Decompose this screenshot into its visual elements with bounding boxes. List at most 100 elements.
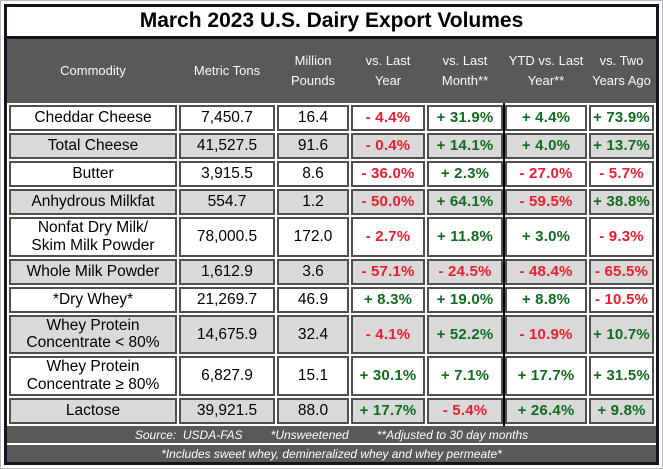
cell-vs-last-month: + 64.1% (427, 189, 503, 215)
table-row: Whey Protein Concentrate < 80% 14,675.9 32… (9, 314, 654, 355)
cell-metric-tons: 1,612.9 (179, 258, 275, 285)
cell-vs-last-year: - 36.0% (351, 161, 425, 187)
footnote-bar-1: Source: USDA-FAS *Unsweetened **Adjusted… (7, 426, 656, 443)
cell-metric-tons: 6,827.9 (179, 356, 275, 396)
cell-vs-last-year: - 57.1% (351, 258, 425, 285)
table-row: Whey Protein Concentrate ≥ 80% 6,827.9 15.… (9, 356, 654, 396)
table-row: Total Cheese 41,527.5 91.6- 0.4% + 14.1% + 4… (9, 133, 654, 159)
table-row: Nonfat Dry Milk/ Skim Milk Powder 78,000.… (9, 217, 654, 257)
cell-vs-last-year: + 17.7% (351, 397, 425, 424)
footnote-includes: *Includes sweet whey, demineralized whey… (161, 446, 502, 461)
cell-vs-last-year: + 30.1% (351, 356, 425, 396)
cell-ytd-vs-last-year: + 8.8% (505, 286, 587, 313)
cell-commodity: Total Cheese (9, 133, 177, 159)
cell-commodity: Whey Protein Concentrate ≥ 80% (9, 356, 177, 396)
column-separator-line (503, 103, 505, 426)
cell-vs-last-year: - 4.1% (351, 314, 425, 355)
cell-million-pounds: 172.0 (277, 217, 349, 257)
column-header-ytd-vs-last-year: YTD vs. Last Year** (508, 52, 584, 88)
cell-vs-last-month: - 5.4% (427, 397, 503, 424)
cell-million-pounds: 46.9 (277, 286, 349, 313)
cell-commodity: Butter (9, 161, 177, 187)
cell-vs-last-year: + 8.3% (351, 286, 425, 313)
cell-commodity: Whole Milk Powder (9, 258, 177, 285)
table-row: *Dry Whey* 21,269.7 46.9 + 8.3% + 19.0% + 8.8… (9, 286, 654, 313)
cell-vs-two-years-ago: + 31.5% (589, 356, 654, 396)
cell-vs-last-month: + 14.1% (427, 133, 503, 159)
cell-metric-tons: 41,527.5 (179, 133, 275, 159)
column-header-commodity: Commodity (60, 62, 126, 78)
cell-ytd-vs-last-year: - 27.0% (505, 161, 587, 187)
table-frame: March 2023 U.S. Dairy Export Volumes Com… (4, 4, 659, 465)
cell-commodity: Anhydrous Milkfat (9, 189, 177, 215)
footnote-unsweetened: *Unsweetened (270, 427, 349, 442)
cell-million-pounds: 1.2 (277, 189, 349, 215)
cell-million-pounds: 88.0 (277, 397, 349, 424)
cell-metric-tons: 21,269.7 (179, 286, 275, 313)
footnote-source: Source: USDA-FAS (134, 427, 243, 442)
cell-vs-last-year: - 0.4% (351, 133, 425, 159)
cell-metric-tons: 39,921.5 (179, 397, 275, 424)
cell-million-pounds: 32.4 (277, 314, 349, 355)
cell-metric-tons: 78,000.5 (179, 217, 275, 257)
cell-metric-tons: 7,450.7 (179, 105, 275, 131)
table-row: Anhydrous Milkfat 554.7 1.2- 50.0% + 64.1% -… (9, 189, 654, 215)
cell-vs-two-years-ago: - 10.5% (589, 286, 654, 313)
cell-vs-two-years-ago: + 13.7% (589, 133, 654, 159)
cell-ytd-vs-last-year: - 59.5% (505, 189, 587, 215)
cell-vs-last-year: - 2.7% (351, 217, 425, 257)
cell-commodity: *Dry Whey* (9, 286, 177, 313)
cell-vs-last-month: + 7.1% (427, 356, 503, 396)
column-header-vs-last-month: vs. Last Month** (441, 52, 489, 88)
cell-commodity: Nonfat Dry Milk/ Skim Milk Powder (9, 217, 177, 257)
cell-million-pounds: 8.6 (277, 161, 349, 187)
table-title: March 2023 U.S. Dairy Export Volumes (7, 7, 656, 39)
column-header-vs-two-years-ago: vs. Two Years Ago (592, 52, 651, 88)
column-header-vs-last-year: vs. Last Year (365, 52, 411, 88)
table-row: Whole Milk Powder 1,612.9 3.6- 57.1% - 24.5… (9, 258, 654, 285)
table-row: Cheddar Cheese 7,450.7 16.4- 4.4% + 31.9% + … (9, 105, 654, 131)
cell-vs-last-year: - 50.0% (351, 189, 425, 215)
cell-vs-two-years-ago: - 65.5% (589, 258, 654, 285)
column-header-metric-tons: Metric Tons (193, 62, 261, 78)
cell-ytd-vs-last-year: + 4.4% (505, 105, 587, 131)
cell-vs-last-month: + 2.3% (427, 161, 503, 187)
cell-ytd-vs-last-year: - 10.9% (505, 314, 587, 355)
footnote-adjusted: **Adjusted to 30 day months (376, 427, 529, 442)
cell-vs-last-year: - 4.4% (351, 105, 425, 131)
cell-vs-last-month: + 52.2% (427, 314, 503, 355)
cell-vs-last-month: + 31.9% (427, 105, 503, 131)
cell-vs-two-years-ago: + 10.7% (589, 314, 654, 355)
cell-vs-two-years-ago: + 38.8% (589, 189, 654, 215)
cell-vs-two-years-ago: - 9.3% (589, 217, 654, 257)
column-header-million-pounds: Million Pounds (290, 52, 336, 88)
cell-ytd-vs-last-year: + 26.4% (505, 397, 587, 424)
cell-vs-two-years-ago: + 73.9% (589, 105, 654, 131)
cell-metric-tons: 554.7 (179, 189, 275, 215)
cell-million-pounds: 16.4 (277, 105, 349, 131)
cell-commodity: Cheddar Cheese (9, 105, 177, 131)
table-row: Lactose 39,921.5 88.0 + 17.7% - 5.4% + 26.4% +… (9, 397, 654, 424)
cell-million-pounds: 91.6 (277, 133, 349, 159)
footnote-bar-2: *Includes sweet whey, demineralized whey… (7, 445, 656, 462)
cell-vs-last-month: + 11.8% (427, 217, 503, 257)
cell-vs-last-month: - 24.5% (427, 258, 503, 285)
cell-metric-tons: 3,915.5 (179, 161, 275, 187)
cell-ytd-vs-last-year: + 4.0% (505, 133, 587, 159)
cell-vs-two-years-ago: + 9.8% (589, 397, 654, 424)
cell-million-pounds: 3.6 (277, 258, 349, 285)
table-row: Butter 3,915.5 8.6- 36.0% + 2.3% - 27.0% - 5.… (9, 161, 654, 187)
table-body: Cheddar Cheese 7,450.7 16.4- 4.4% + 31.9% + … (7, 103, 656, 426)
cell-metric-tons: 14,675.9 (179, 314, 275, 355)
cell-commodity: Lactose (9, 397, 177, 424)
cell-commodity: Whey Protein Concentrate < 80% (9, 314, 177, 355)
footnotes: Source: USDA-FAS *Unsweetened **Adjusted… (7, 426, 656, 462)
cell-ytd-vs-last-year: + 3.0% (505, 217, 587, 257)
cell-vs-last-month: + 19.0% (427, 286, 503, 313)
table-header-row: Commodity Metric Tons Million Pounds vs.… (7, 39, 656, 103)
cell-ytd-vs-last-year: - 48.4% (505, 258, 587, 285)
cell-vs-two-years-ago: - 5.7% (589, 161, 654, 187)
cell-ytd-vs-last-year: + 17.7% (505, 356, 587, 396)
cell-million-pounds: 15.1 (277, 356, 349, 396)
